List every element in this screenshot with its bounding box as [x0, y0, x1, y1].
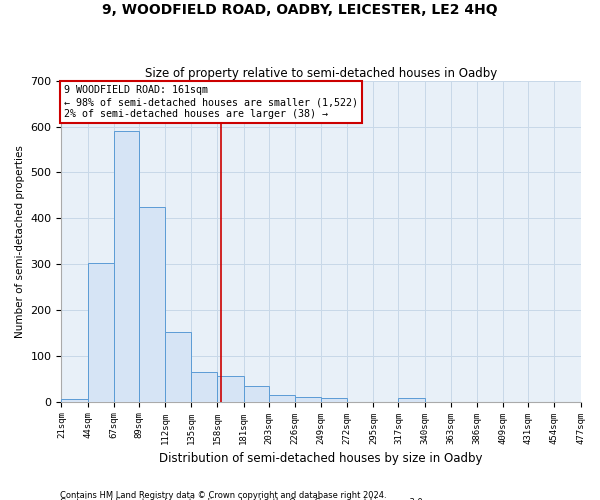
- Bar: [269, 395, 295, 402]
- Bar: [244, 386, 269, 402]
- Bar: [191, 372, 217, 402]
- X-axis label: Distribution of semi-detached houses by size in Oadby: Distribution of semi-detached houses by …: [159, 452, 483, 465]
- Text: 9 WOODFIELD ROAD: 161sqm
← 98% of semi-detached houses are smaller (1,522)
2% of: 9 WOODFIELD ROAD: 161sqm ← 98% of semi-d…: [64, 86, 358, 118]
- Bar: [295, 397, 321, 402]
- Text: Contains HM Land Registry data © Crown copyright and database right 2024.: Contains HM Land Registry data © Crown c…: [60, 490, 386, 500]
- Bar: [114, 131, 139, 402]
- Bar: [321, 398, 347, 402]
- Bar: [398, 398, 425, 402]
- Bar: [165, 332, 191, 402]
- Y-axis label: Number of semi-detached properties: Number of semi-detached properties: [15, 144, 25, 338]
- Bar: [139, 207, 165, 402]
- Title: Size of property relative to semi-detached houses in Oadby: Size of property relative to semi-detach…: [145, 66, 497, 80]
- Bar: [217, 376, 244, 402]
- Text: Contains public sector information licensed under the Open Government Licence v3: Contains public sector information licen…: [60, 498, 425, 500]
- Bar: [88, 263, 114, 402]
- Text: 9, WOODFIELD ROAD, OADBY, LEICESTER, LE2 4HQ: 9, WOODFIELD ROAD, OADBY, LEICESTER, LE2…: [102, 2, 498, 16]
- Bar: [61, 400, 88, 402]
